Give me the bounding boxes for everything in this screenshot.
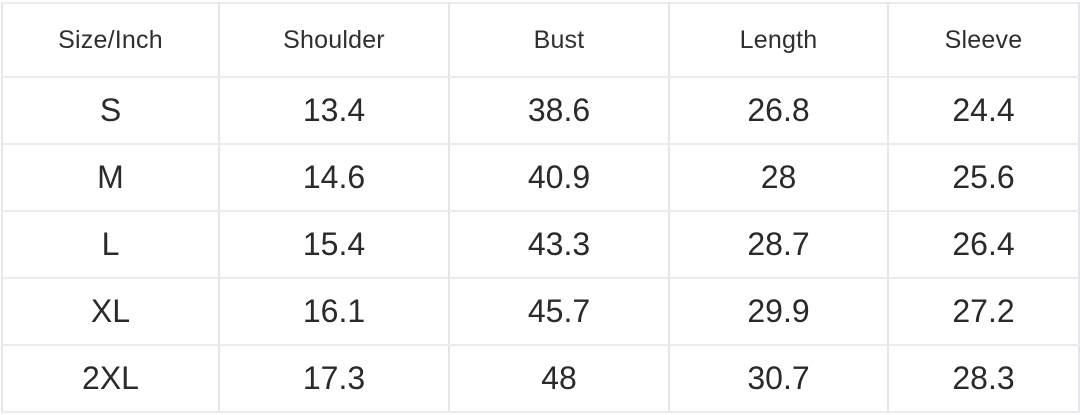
size-label: L <box>1 210 220 279</box>
shoulder-value: 14.6 <box>218 143 450 212</box>
length-value: 26.8 <box>668 76 889 145</box>
shoulder-value: 15.4 <box>218 210 450 279</box>
sleeve-value: 26.4 <box>887 210 1080 279</box>
size-chart-header: Size/Inch Shoulder Bust Length Sleeve <box>1 2 1080 78</box>
bust-value: 40.9 <box>448 143 670 212</box>
table-row-m: M 14.6 40.9 28 25.6 <box>1 143 1080 212</box>
size-label: S <box>1 76 220 145</box>
bust-value: 38.6 <box>448 76 670 145</box>
size-label: 2XL <box>1 344 220 413</box>
shoulder-value: 16.1 <box>218 277 450 346</box>
length-value: 28 <box>668 143 889 212</box>
table-row-l: L 15.4 43.3 28.7 26.4 <box>1 210 1080 279</box>
table-row-2xl: 2XL 17.3 48 30.7 28.3 <box>1 344 1080 413</box>
sleeve-value: 27.2 <box>887 277 1080 346</box>
header-row: Size/Inch Shoulder Bust Length Sleeve <box>1 2 1080 78</box>
table-row-xl: XL 16.1 45.7 29.9 27.2 <box>1 277 1080 346</box>
header-shoulder: Shoulder <box>218 2 450 78</box>
length-value: 30.7 <box>668 344 889 413</box>
sleeve-value: 28.3 <box>887 344 1080 413</box>
shoulder-value: 17.3 <box>218 344 450 413</box>
header-sleeve: Sleeve <box>887 2 1080 78</box>
size-label: XL <box>1 277 220 346</box>
bust-value: 45.7 <box>448 277 670 346</box>
bust-value: 48 <box>448 344 670 413</box>
size-chart-body: S 13.4 38.6 26.8 24.4 M 14.6 40.9 28 25.… <box>1 76 1080 413</box>
shoulder-value: 13.4 <box>218 76 450 145</box>
length-value: 29.9 <box>668 277 889 346</box>
table-row-s: S 13.4 38.6 26.8 24.4 <box>1 76 1080 145</box>
length-value: 28.7 <box>668 210 889 279</box>
header-length: Length <box>668 2 889 78</box>
header-bust: Bust <box>448 2 670 78</box>
header-size-inch: Size/Inch <box>1 2 220 78</box>
bust-value: 43.3 <box>448 210 670 279</box>
sleeve-value: 24.4 <box>887 76 1080 145</box>
sleeve-value: 25.6 <box>887 143 1080 212</box>
size-label: M <box>1 143 220 212</box>
